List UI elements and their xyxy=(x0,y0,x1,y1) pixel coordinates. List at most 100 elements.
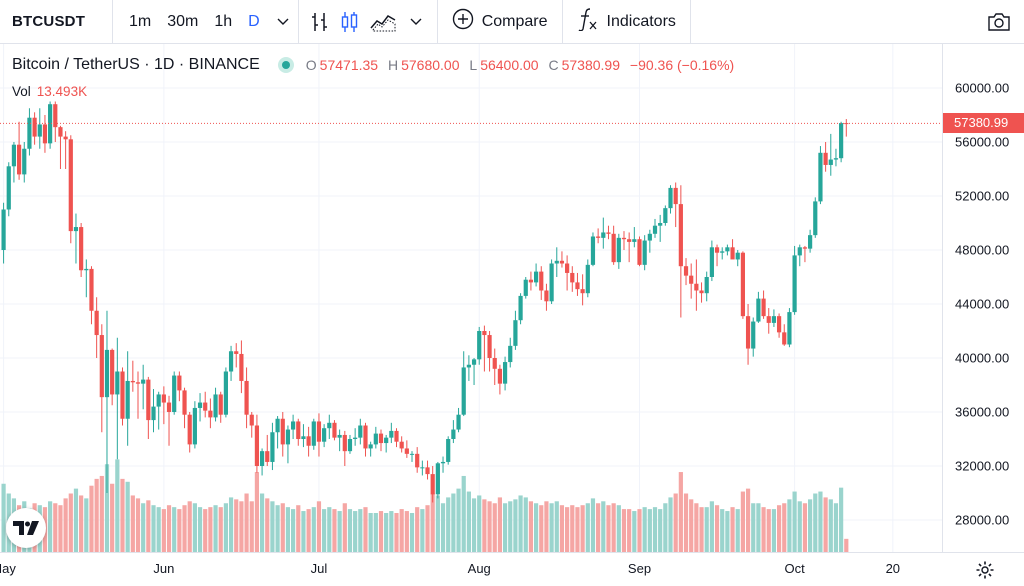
volume-bar xyxy=(208,507,213,552)
volume-bar xyxy=(389,511,394,552)
volume-bar xyxy=(306,509,311,552)
close-key: C xyxy=(548,57,559,73)
candle-body xyxy=(647,233,652,241)
candle-body xyxy=(99,335,104,398)
volume-bar xyxy=(265,498,270,552)
candle-body xyxy=(84,268,89,271)
tradingview-logo[interactable] xyxy=(6,508,46,548)
market-status-dot[interactable] xyxy=(277,57,294,73)
volume-bar xyxy=(141,503,146,552)
candle-body xyxy=(425,467,430,475)
volume-bar xyxy=(647,509,652,552)
candle-body xyxy=(244,380,249,415)
compare-label: Compare xyxy=(481,12,548,30)
candle-body xyxy=(771,316,777,323)
candle-body xyxy=(497,368,503,384)
candle-body xyxy=(94,310,99,336)
candle-body xyxy=(342,434,347,452)
high-value: 57680.00 xyxy=(401,57,460,73)
volume-bar xyxy=(291,509,296,552)
indicators-button[interactable]: Indicators xyxy=(563,0,690,44)
candle-body xyxy=(306,436,311,446)
plus-circle-icon xyxy=(452,8,474,35)
volume-bar xyxy=(58,505,63,552)
candle-body xyxy=(332,422,337,438)
compare-button[interactable]: Compare xyxy=(438,0,562,44)
volume-bar xyxy=(787,499,792,552)
volume-bar xyxy=(554,501,559,552)
candle-body xyxy=(27,117,32,149)
chevron-down-icon[interactable] xyxy=(401,0,431,44)
interval-d-button[interactable]: D xyxy=(248,12,260,30)
candle-body xyxy=(818,152,823,202)
volume-bar xyxy=(342,503,347,552)
volume-bar xyxy=(120,478,125,552)
volume-bar xyxy=(611,503,616,552)
chevron-down-icon[interactable] xyxy=(268,0,298,44)
candle-body xyxy=(166,402,172,412)
toolbar-divider xyxy=(689,0,691,44)
candle-body xyxy=(58,127,63,137)
volume-bar xyxy=(73,488,79,552)
candle-body xyxy=(585,264,590,294)
volume-bar xyxy=(270,501,275,552)
volume-bar xyxy=(539,505,544,552)
candles-icon[interactable] xyxy=(335,0,365,44)
candle-body xyxy=(110,349,115,395)
candle-body xyxy=(559,260,565,264)
close-value: 57380.99 xyxy=(561,57,621,73)
candle-body xyxy=(487,335,492,358)
candle-body xyxy=(22,148,27,175)
bar-chart-icon[interactable] xyxy=(305,0,335,44)
price-scale[interactable]: 28000.00 32000.00 36000.00 40000.00 44000.00… xyxy=(942,44,1024,552)
volume-bar xyxy=(673,493,678,552)
volume-bar xyxy=(596,503,601,552)
chart-type-group xyxy=(299,0,437,44)
candle-body xyxy=(565,263,570,273)
camera-icon[interactable] xyxy=(974,0,1024,44)
candle-body xyxy=(482,331,487,336)
volume-bar xyxy=(368,513,373,552)
area-chart-icon[interactable] xyxy=(365,0,401,44)
volume-bar xyxy=(492,503,497,552)
time-tick-label: 20 xyxy=(885,561,901,576)
candle-body xyxy=(502,362,508,384)
volume-bar xyxy=(818,491,823,552)
time-scale[interactable]: May Jun Jul Aug Sep Oct 20 xyxy=(0,552,1024,586)
candle-body xyxy=(740,252,745,317)
candle-body xyxy=(63,136,68,140)
volume-bar xyxy=(425,505,430,552)
volume-bar xyxy=(1,483,6,552)
candle-body xyxy=(616,237,621,263)
volume-bar xyxy=(720,509,725,552)
interval-30m-button[interactable]: 30m xyxy=(167,12,199,30)
candle-body xyxy=(89,268,94,311)
price-tick-label: 36000.00 xyxy=(955,404,1010,420)
price-tick-label: 52000.00 xyxy=(955,188,1010,204)
volume-bar xyxy=(316,501,322,552)
candle-body xyxy=(663,208,668,223)
volume-bar xyxy=(471,498,477,552)
volume-value: 13.493K xyxy=(36,84,88,99)
candle-body xyxy=(435,463,440,495)
gear-icon[interactable] xyxy=(972,557,998,583)
volume-bar xyxy=(213,505,218,552)
volume-bar xyxy=(166,505,172,552)
symbol-search-button[interactable]: BTCUSDT xyxy=(12,13,86,30)
volume-bar xyxy=(358,509,363,552)
volume-bar xyxy=(808,499,813,552)
candle-body xyxy=(802,247,808,249)
candle-body xyxy=(714,247,720,253)
volume-bar xyxy=(280,503,285,552)
interval-group: 1m 30m 1h D xyxy=(113,0,298,44)
candle-body xyxy=(420,467,425,469)
candle-body xyxy=(275,418,280,433)
volume-bar xyxy=(239,501,244,552)
top-toolbar: BTCUSDT 1m 30m 1h D Compare xyxy=(0,0,1024,44)
interval-1h-button[interactable]: 1h xyxy=(214,12,233,30)
interval-1m-button[interactable]: 1m xyxy=(129,12,152,30)
price-chart[interactable] xyxy=(0,44,942,552)
candle-body xyxy=(384,437,389,444)
candle-body xyxy=(606,232,611,234)
candle-body xyxy=(808,235,813,249)
